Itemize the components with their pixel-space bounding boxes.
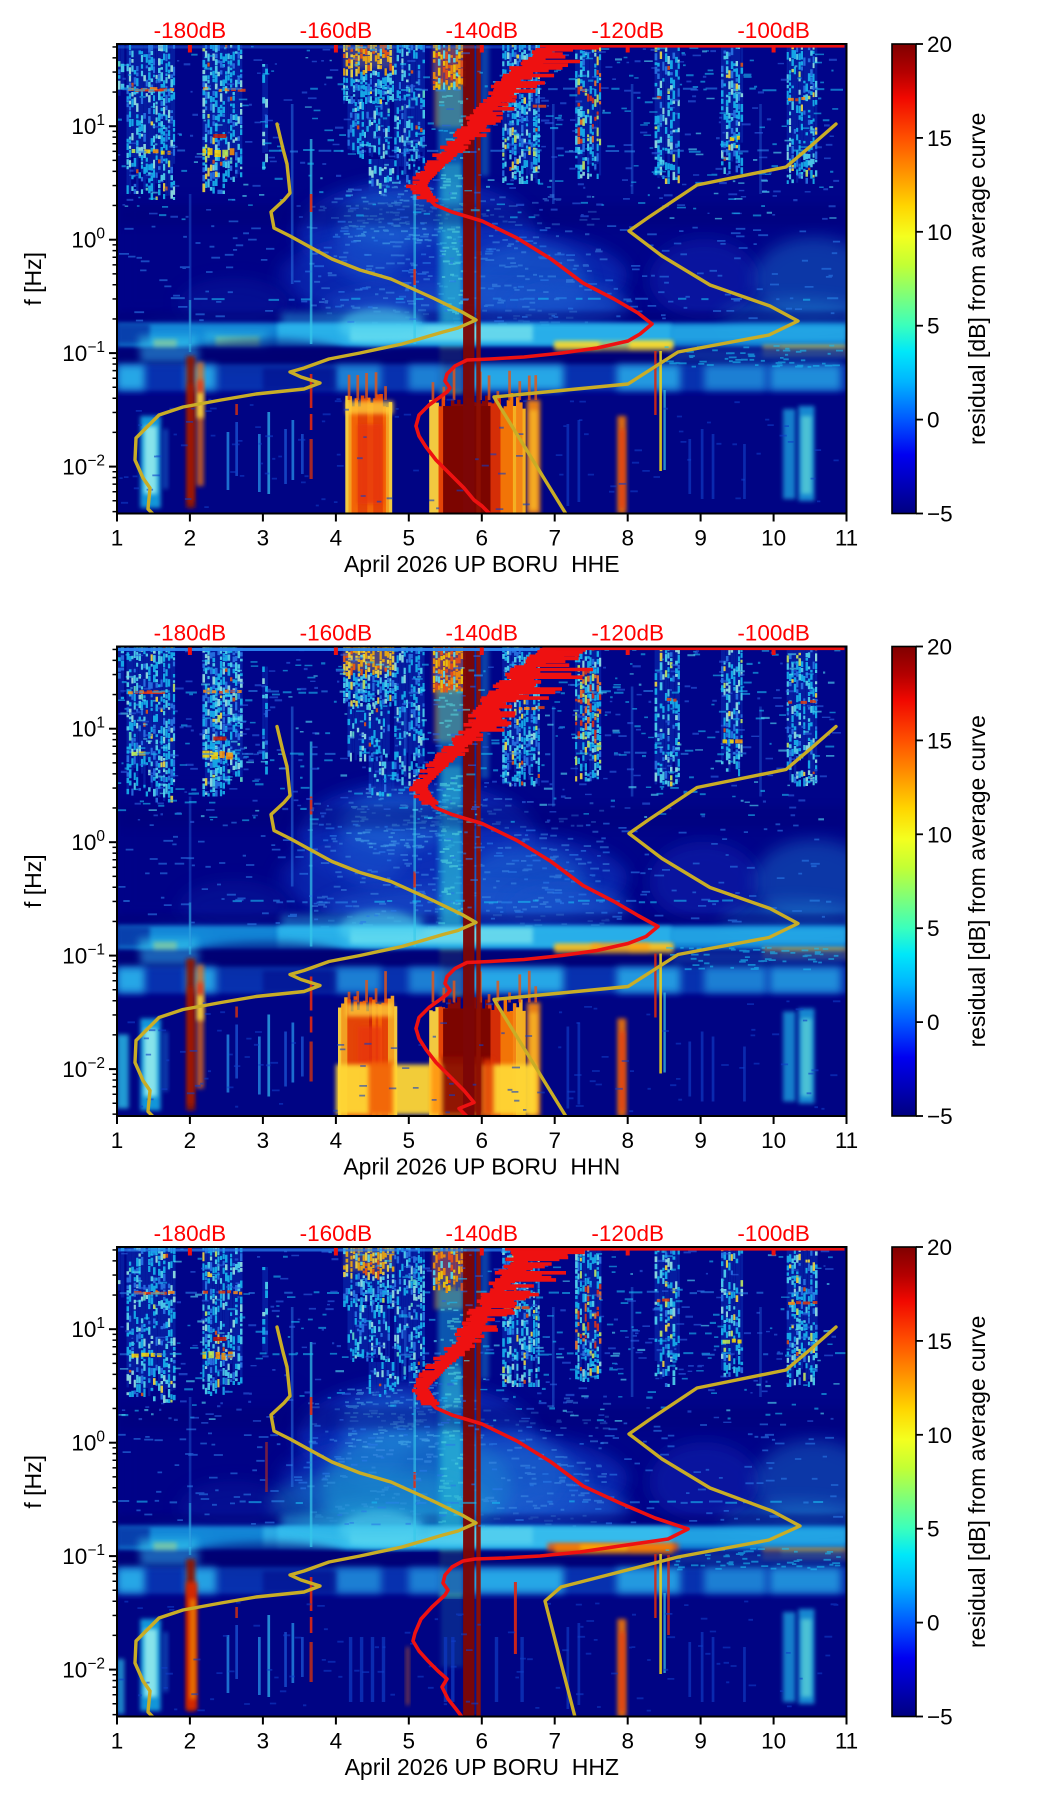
svg-text:6: 6: [476, 526, 489, 551]
svg-text:2: 2: [184, 526, 197, 551]
svg-text:10−1: 10−1: [62, 942, 105, 969]
svg-text:-140dB: -140dB: [446, 621, 519, 646]
svg-text:0: 0: [927, 1010, 940, 1035]
svg-text:−5: −5: [927, 502, 953, 527]
svg-text:-160dB: -160dB: [300, 621, 373, 646]
svg-text:f [Hz]: f [Hz]: [20, 1455, 46, 1509]
svg-text:-160dB: -160dB: [300, 1221, 373, 1246]
svg-text:15: 15: [927, 126, 952, 151]
svg-text:5: 5: [403, 526, 416, 551]
svg-text:11: 11: [835, 526, 858, 551]
svg-text:-120dB: -120dB: [591, 621, 664, 646]
svg-text:-140dB: -140dB: [446, 18, 519, 43]
svg-text:-100dB: -100dB: [737, 621, 810, 646]
svg-text:-100dB: -100dB: [737, 18, 810, 43]
svg-text:101: 101: [71, 715, 105, 742]
svg-text:-140dB: -140dB: [446, 1221, 519, 1246]
svg-text:5: 5: [927, 1517, 940, 1542]
svg-text:-180dB: -180dB: [154, 621, 227, 646]
svg-text:4: 4: [330, 526, 343, 551]
svg-text:4: 4: [330, 1729, 343, 1754]
svg-text:11: 11: [835, 1729, 858, 1754]
svg-text:3: 3: [257, 526, 270, 551]
svg-text:11: 11: [835, 1128, 858, 1153]
svg-text:20: 20: [927, 1235, 952, 1260]
svg-text:20: 20: [927, 32, 952, 57]
svg-text:-120dB: -120dB: [591, 18, 664, 43]
svg-text:0: 0: [927, 408, 940, 433]
svg-text:7: 7: [548, 1729, 561, 1754]
svg-text:1: 1: [111, 1729, 124, 1754]
svg-text:5: 5: [927, 314, 940, 339]
svg-text:5: 5: [927, 916, 940, 941]
svg-text:1: 1: [111, 1128, 124, 1153]
svg-text:8: 8: [621, 526, 634, 551]
svg-text:3: 3: [257, 1128, 270, 1153]
svg-text:15: 15: [927, 1329, 952, 1354]
svg-text:2: 2: [184, 1729, 197, 1754]
svg-text:9: 9: [694, 1729, 707, 1754]
svg-text:7: 7: [548, 1128, 561, 1153]
svg-text:4: 4: [330, 1128, 343, 1153]
svg-text:-120dB: -120dB: [591, 1221, 664, 1246]
svg-text:6: 6: [476, 1128, 489, 1153]
svg-text:7: 7: [548, 526, 561, 551]
svg-text:-180dB: -180dB: [154, 18, 227, 43]
svg-text:5: 5: [403, 1128, 416, 1153]
svg-text:residual [dB] from average cur: residual [dB] from average curve: [964, 113, 990, 445]
svg-text:1: 1: [111, 526, 124, 551]
svg-text:8: 8: [621, 1729, 634, 1754]
svg-text:-100dB: -100dB: [737, 1221, 810, 1246]
svg-text:April 2026 UP BORU HHZ: April 2026 UP BORU HHZ: [345, 1754, 619, 1780]
svg-text:residual [dB] from average cur: residual [dB] from average curve: [964, 1316, 990, 1648]
svg-text:3: 3: [257, 1729, 270, 1754]
svg-text:10: 10: [927, 1423, 952, 1448]
svg-text:10: 10: [927, 220, 952, 245]
svg-text:−5: −5: [927, 1705, 953, 1730]
svg-text:April 2026 UP BORU HHE: April 2026 UP BORU HHE: [344, 551, 620, 577]
svg-text:f [Hz]: f [Hz]: [20, 854, 46, 908]
svg-text:residual [dB] from average cur: residual [dB] from average curve: [964, 715, 990, 1047]
svg-text:10: 10: [761, 1128, 786, 1153]
svg-text:2: 2: [184, 1128, 197, 1153]
svg-text:15: 15: [927, 728, 952, 753]
svg-text:f [Hz]: f [Hz]: [20, 252, 46, 306]
svg-text:20: 20: [927, 635, 952, 660]
svg-text:5: 5: [403, 1729, 416, 1754]
svg-text:0: 0: [927, 1611, 940, 1636]
svg-text:9: 9: [694, 526, 707, 551]
svg-text:−5: −5: [927, 1104, 953, 1129]
svg-text:10: 10: [761, 1729, 786, 1754]
svg-text:-180dB: -180dB: [154, 1221, 227, 1246]
svg-text:-160dB: -160dB: [300, 18, 373, 43]
svg-text:8: 8: [621, 1128, 634, 1153]
svg-text:6: 6: [476, 1729, 489, 1754]
svg-text:10: 10: [927, 822, 952, 847]
svg-text:April 2026 UP BORU HHN: April 2026 UP BORU HHN: [343, 1154, 620, 1180]
svg-text:9: 9: [694, 1128, 707, 1153]
svg-text:10: 10: [761, 526, 786, 551]
